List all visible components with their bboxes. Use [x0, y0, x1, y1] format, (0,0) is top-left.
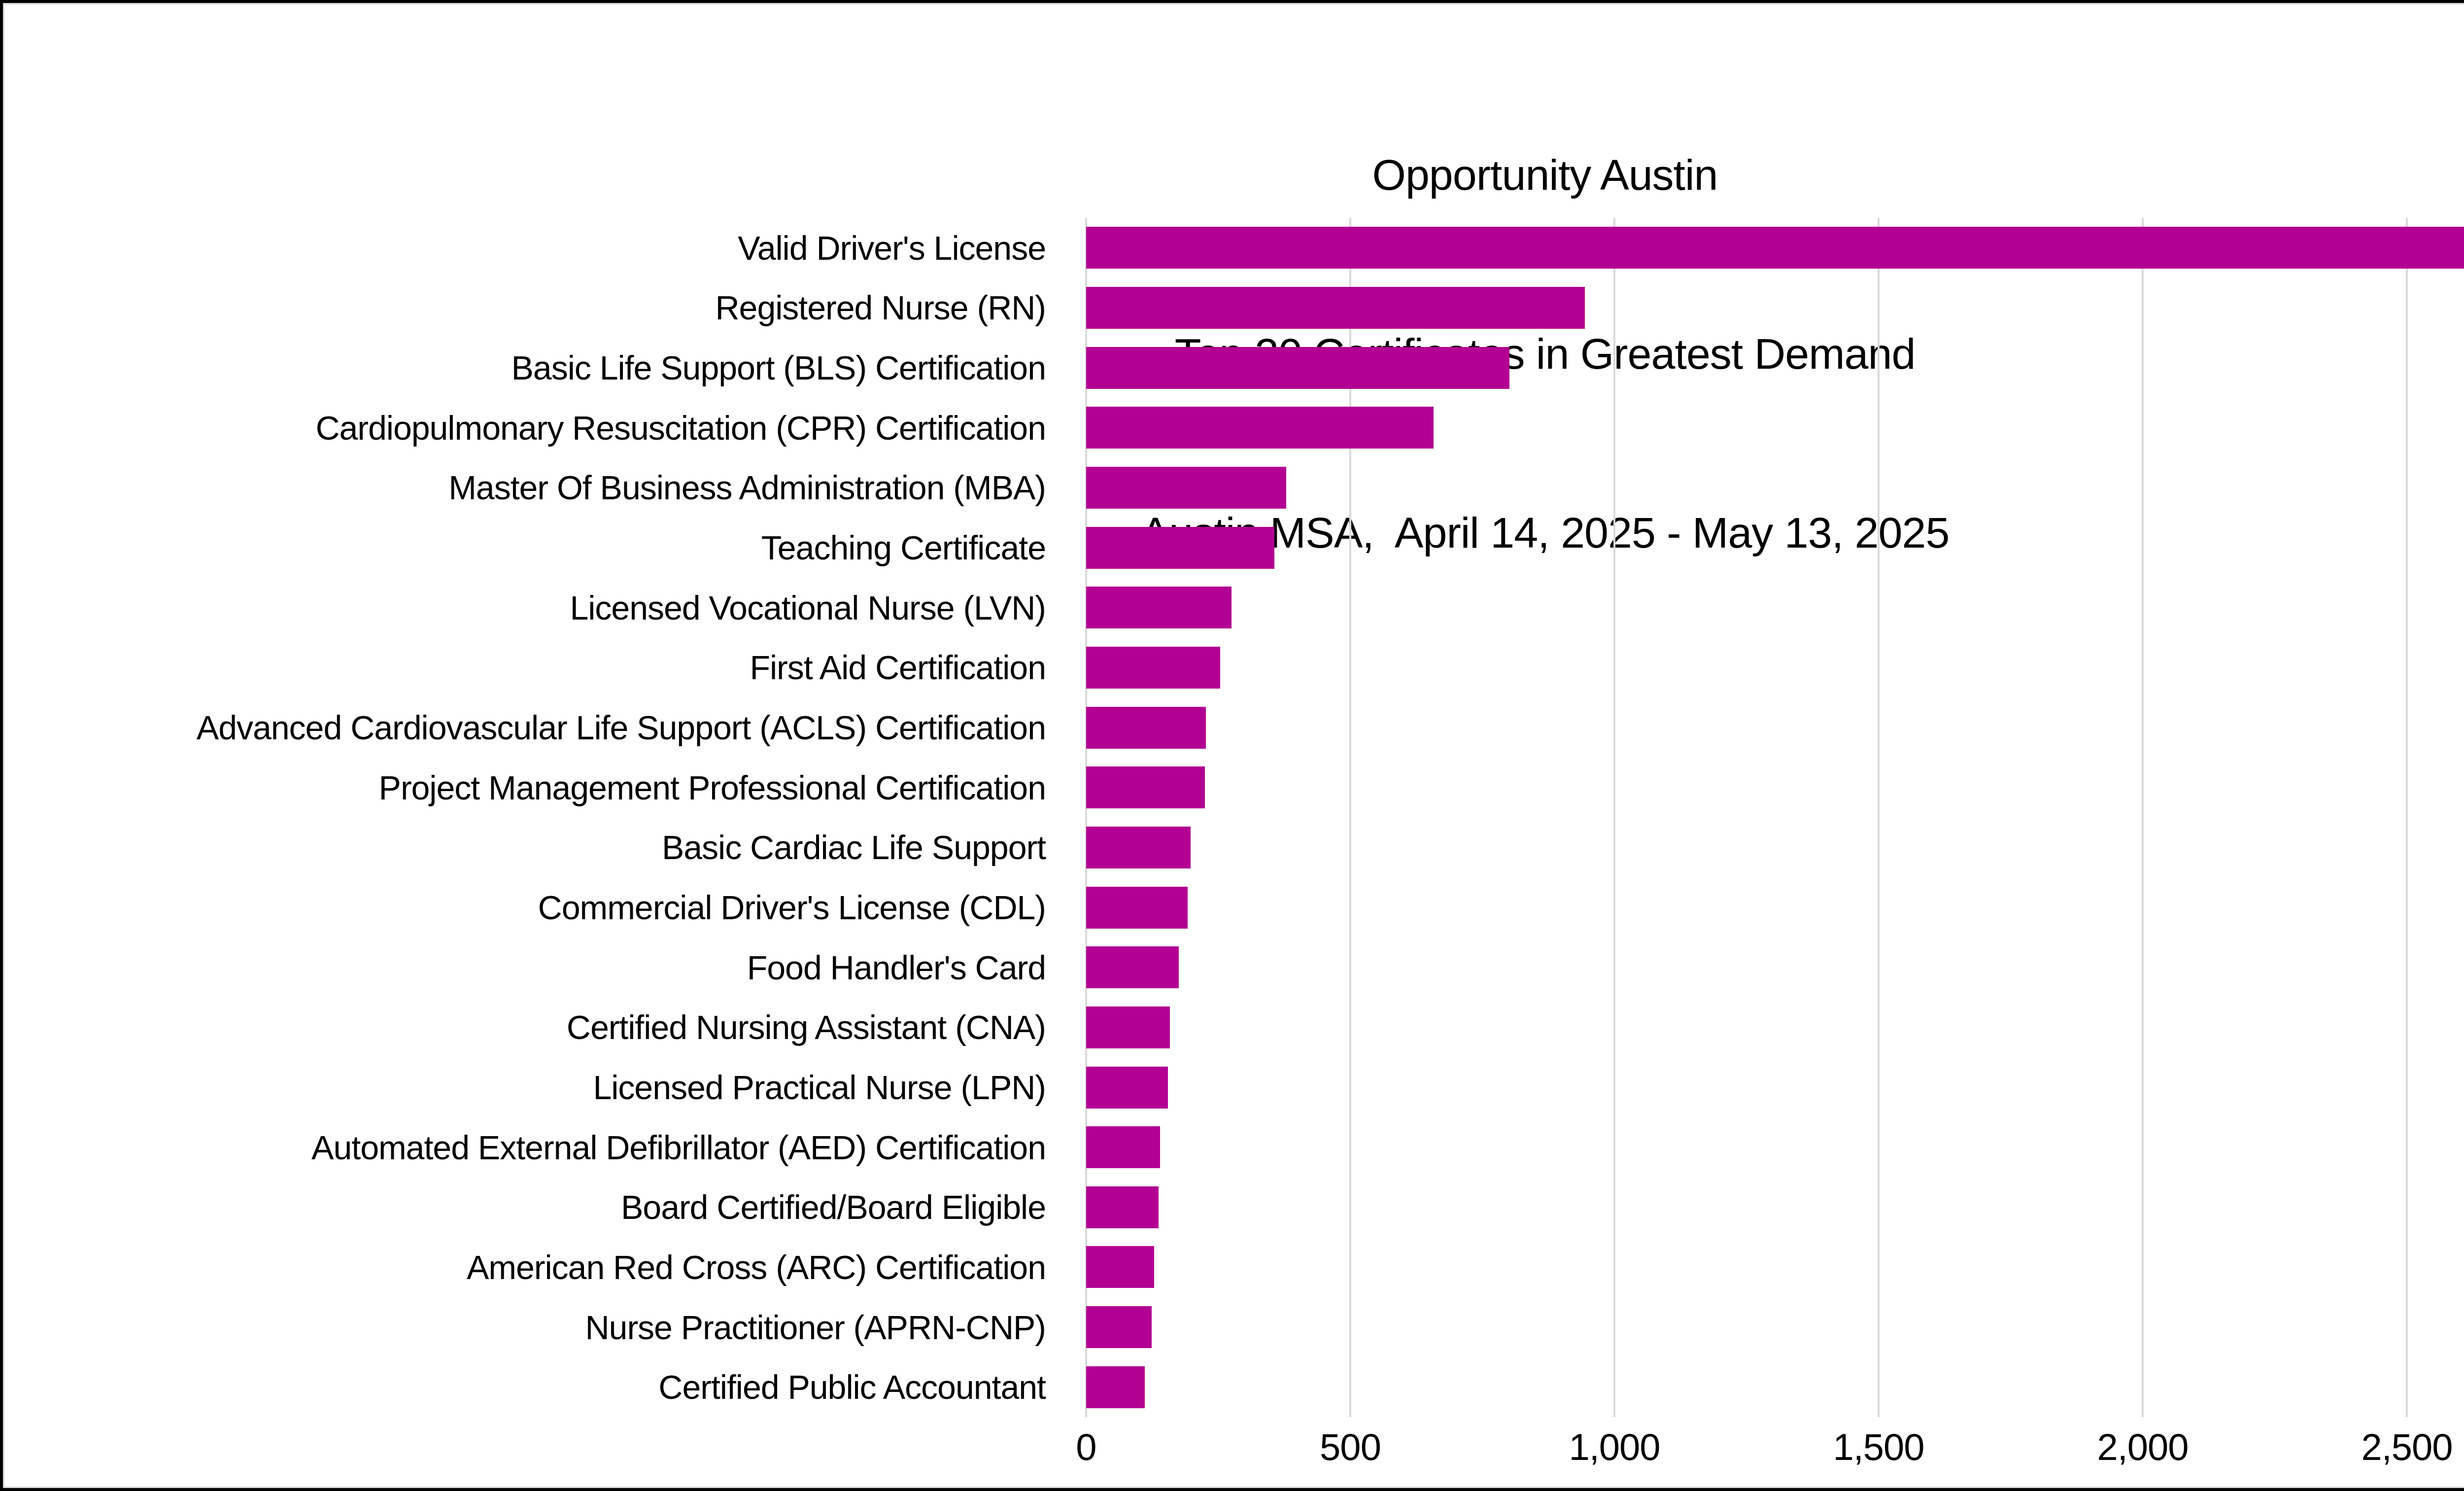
bar-12 [1086, 887, 1188, 929]
x-tick-label: 0 [1076, 1428, 1096, 1466]
category-label: Certified Public Accountant [658, 1370, 1066, 1404]
bar-5 [1086, 467, 1286, 509]
x-tick-label: 1,000 [1569, 1428, 1660, 1466]
y-axis-category-labels: Valid Driver's License Registered Nurse (… [10, 218, 1066, 1417]
y-label-row: Certified Public Accountant [10, 1357, 1066, 1417]
category-label: Project Management Professional Certific… [379, 771, 1066, 804]
y-label-row: Automated External Defibrillator (AED) C… [10, 1117, 1066, 1178]
bar-row [1086, 998, 2464, 1058]
category-label: Registered Nurse (RN) [715, 291, 1066, 324]
bar-2 [1086, 287, 1585, 329]
category-label: Valid Driver's License [738, 231, 1066, 265]
bar-1 [1086, 227, 2464, 269]
bar-row [1086, 218, 2464, 278]
x-tick-label: 500 [1320, 1428, 1381, 1466]
bar-15 [1086, 1067, 1168, 1109]
bar-row [1086, 697, 2464, 758]
category-label: Board Certified/Board Eligible [621, 1190, 1066, 1224]
y-label-row: Nurse Practitioner (APRN-CNP) [10, 1297, 1066, 1357]
bar-4 [1086, 407, 1434, 449]
y-label-row: Basic Life Support (BLS) Certification [10, 338, 1066, 398]
bar-row [1086, 758, 2464, 818]
bar-row [1086, 1057, 2464, 1117]
chart-title-line-1: Opportunity Austin [0, 145, 2464, 205]
bar-row [1086, 1178, 2464, 1238]
y-label-row: Valid Driver's License [10, 218, 1066, 278]
category-label: Basic Life Support (BLS) Certification [512, 351, 1067, 384]
bar-row [1086, 578, 2464, 638]
category-label: First Aid Certification [750, 651, 1066, 684]
category-label: American Red Cross (ARC) Certification [467, 1250, 1066, 1284]
category-label: Cardiopulmonary Resuscitation (CPR) Cert… [315, 411, 1066, 445]
bar-row [1086, 458, 2464, 518]
bar-row [1086, 937, 2464, 998]
bar-row [1086, 518, 2464, 578]
bar-9 [1086, 707, 1206, 749]
bar-row [1086, 638, 2464, 698]
bars-layer [1086, 218, 2464, 1417]
category-label: Certified Nursing Assistant (CNA) [567, 1010, 1066, 1044]
x-tick-label: 2,000 [2097, 1428, 2188, 1466]
y-label-row: Registered Nurse (RN) [10, 278, 1066, 338]
y-label-row: Commercial Driver's License (CDL) [10, 877, 1066, 937]
bar-row [1086, 398, 2464, 458]
bar-row [1086, 338, 2464, 398]
category-label: Basic Cardiac Life Support [662, 831, 1066, 864]
bar-row [1086, 278, 2464, 338]
bar-row [1086, 818, 2464, 878]
category-label: Commercial Driver's License (CDL) [538, 891, 1066, 924]
y-label-row: Cardiopulmonary Resuscitation (CPR) Cert… [10, 398, 1066, 458]
bar-row [1086, 877, 2464, 937]
bar-row [1086, 1357, 2464, 1417]
y-label-row: Basic Cardiac Life Support [10, 818, 1066, 878]
bar-14 [1086, 1006, 1170, 1048]
y-label-row: Master Of Business Administration (MBA) [10, 458, 1066, 518]
bar-19 [1086, 1306, 1152, 1348]
y-label-row: Project Management Professional Certific… [10, 758, 1066, 818]
bar-row [1086, 1237, 2464, 1297]
plot-area [1086, 218, 2464, 1417]
category-label: Nurse Practitioner (APRN-CNP) [585, 1311, 1066, 1344]
bar-row [1086, 1117, 2464, 1178]
category-label: Automated External Defibrillator (AED) C… [311, 1131, 1066, 1164]
x-axis-tick-labels: 05001,0001,5002,0002,5003,0003,500 [1086, 1428, 2464, 1478]
bar-13 [1086, 946, 1179, 988]
bar-18 [1086, 1246, 1154, 1288]
bar-7 [1086, 587, 1232, 628]
category-label: Advanced Cardiovascular Life Support (AC… [197, 711, 1066, 744]
y-label-row: First Aid Certification [10, 638, 1066, 698]
category-label: Master Of Business Administration (MBA) [448, 471, 1066, 504]
y-label-row: Advanced Cardiovascular Life Support (AC… [10, 697, 1066, 758]
bar-11 [1086, 827, 1191, 868]
y-label-row: Certified Nursing Assistant (CNA) [10, 998, 1066, 1058]
category-label: Licensed Practical Nurse (LPN) [593, 1071, 1066, 1104]
bar-row [1086, 1297, 2464, 1357]
category-label: Licensed Vocational Nurse (LVN) [570, 591, 1066, 624]
bar-16 [1086, 1126, 1160, 1168]
bar-8 [1086, 647, 1220, 689]
bar-3 [1086, 347, 1509, 389]
category-label: Food Handler's Card [747, 951, 1066, 984]
y-label-row: Board Certified/Board Eligible [10, 1178, 1066, 1238]
bar-17 [1086, 1186, 1159, 1228]
y-label-row: American Red Cross (ARC) Certification [10, 1237, 1066, 1297]
y-label-row: Licensed Practical Nurse (LPN) [10, 1057, 1066, 1117]
bar-6 [1086, 527, 1274, 569]
y-label-row: Licensed Vocational Nurse (LVN) [10, 578, 1066, 638]
x-tick-label: 1,500 [1833, 1428, 1924, 1466]
bar-20 [1086, 1366, 1145, 1408]
y-label-row: Teaching Certificate [10, 518, 1066, 578]
bar-10 [1086, 766, 1205, 808]
x-tick-label: 2,500 [2361, 1428, 2452, 1466]
chart-page: { "chart_data": { "type": "bar", "orient… [0, 0, 2464, 1491]
category-label: Teaching Certificate [761, 531, 1066, 564]
y-label-row: Food Handler's Card [10, 937, 1066, 998]
